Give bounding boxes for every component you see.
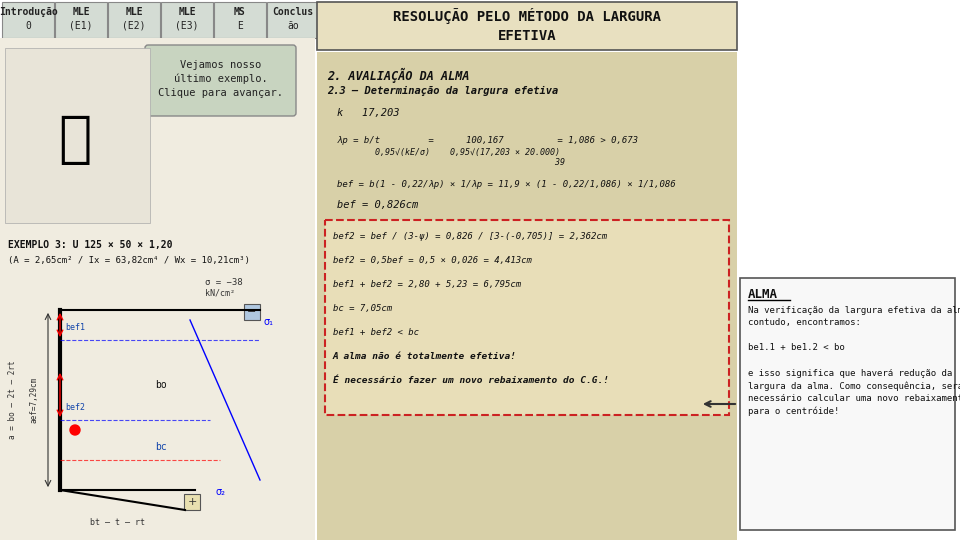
- Text: 2.3 – Determinação da largura efetiva: 2.3 – Determinação da largura efetiva: [327, 86, 559, 96]
- Text: A alma não é totalmente efetiva!: A alma não é totalmente efetiva!: [333, 352, 517, 361]
- Text: bt – t – rt: bt – t – rt: [90, 518, 145, 527]
- Text: 39: 39: [345, 158, 565, 167]
- Text: último exemplo.: último exemplo.: [174, 74, 268, 84]
- Text: Na verificação da largura efetiva da alma,
contudo, encontramos:

be1.1 + be1.2 : Na verificação da largura efetiva da alm…: [748, 306, 960, 416]
- Text: bef2 = 0,5bef = 0,5 × 0,026 = 4,413cm: bef2 = 0,5bef = 0,5 × 0,026 = 4,413cm: [333, 256, 532, 265]
- Text: Vejamos nosso: Vejamos nosso: [180, 60, 261, 70]
- FancyBboxPatch shape: [740, 278, 955, 530]
- Text: aef=7,29cm: aef=7,29cm: [30, 377, 39, 423]
- Text: Introdução: Introdução: [0, 7, 58, 17]
- FancyBboxPatch shape: [317, 52, 737, 540]
- FancyBboxPatch shape: [214, 2, 266, 38]
- Text: 0,95√(kE/σ)    0,95√(17,203 × 20.000): 0,95√(kE/σ) 0,95√(17,203 × 20.000): [345, 148, 560, 157]
- Text: MS: MS: [234, 7, 246, 17]
- Text: k   17,203: k 17,203: [337, 108, 399, 118]
- Text: MLE: MLE: [125, 7, 143, 17]
- FancyBboxPatch shape: [184, 494, 200, 510]
- FancyBboxPatch shape: [2, 2, 54, 38]
- FancyBboxPatch shape: [267, 2, 319, 38]
- Text: bef = b(1 - 0,22/λp) × 1/λp = 11,9 × (1 - 0,22/1,086) × 1/1,086: bef = b(1 - 0,22/λp) × 1/λp = 11,9 × (1 …: [337, 180, 676, 189]
- Text: E: E: [237, 21, 243, 31]
- FancyBboxPatch shape: [55, 2, 107, 38]
- Text: EFETIVA: EFETIVA: [497, 29, 556, 43]
- Text: σ₁: σ₁: [263, 317, 273, 327]
- Text: bef2: bef2: [65, 403, 85, 412]
- Text: σ = −38: σ = −38: [205, 278, 243, 287]
- Text: (E1): (E1): [69, 21, 93, 31]
- Text: λp = b/t         =      100,167          = 1,086 > 0,673: λp = b/t = 100,167 = 1,086 > 0,673: [337, 136, 638, 145]
- FancyBboxPatch shape: [0, 38, 315, 540]
- FancyBboxPatch shape: [161, 2, 213, 38]
- Text: a = bo – 2t – 2rt: a = bo – 2t – 2rt: [8, 361, 17, 440]
- FancyBboxPatch shape: [325, 220, 729, 415]
- Text: bc: bc: [155, 442, 167, 452]
- FancyBboxPatch shape: [317, 2, 737, 50]
- Text: 2. AVALIAÇÃO DA ALMA: 2. AVALIAÇÃO DA ALMA: [327, 68, 469, 83]
- Text: bo: bo: [155, 380, 167, 390]
- FancyBboxPatch shape: [5, 48, 150, 223]
- FancyBboxPatch shape: [145, 45, 296, 116]
- Text: kN/cm²: kN/cm²: [205, 289, 235, 298]
- Text: MLE: MLE: [179, 7, 196, 17]
- Text: bef1 + bef2 = 2,80 + 5,23 = 6,795cm: bef1 + bef2 = 2,80 + 5,23 = 6,795cm: [333, 280, 521, 289]
- Text: 👤: 👤: [59, 113, 91, 167]
- Text: RESOLUÇÃO PELO MÉTODO DA LARGURA: RESOLUÇÃO PELO MÉTODO DA LARGURA: [393, 8, 661, 24]
- Text: (A = 2,65cm² / Ix = 63,82cm⁴ / Wx = 10,21cm³): (A = 2,65cm² / Ix = 63,82cm⁴ / Wx = 10,2…: [8, 256, 250, 265]
- Text: ão: ão: [287, 21, 299, 31]
- Text: bc = 7,05cm: bc = 7,05cm: [333, 304, 392, 313]
- Text: (E2): (E2): [122, 21, 146, 31]
- Text: (E3): (E3): [176, 21, 199, 31]
- Text: bef = 0,826cm: bef = 0,826cm: [337, 200, 419, 210]
- Text: −: −: [248, 307, 256, 317]
- Circle shape: [70, 425, 80, 435]
- Text: ALMA: ALMA: [748, 288, 778, 301]
- Text: MLE: MLE: [72, 7, 90, 17]
- FancyBboxPatch shape: [108, 2, 160, 38]
- Text: σ₂: σ₂: [215, 487, 225, 497]
- Text: Conclus: Conclus: [273, 7, 314, 17]
- Text: 0: 0: [25, 21, 31, 31]
- Text: Clique para avançar.: Clique para avançar.: [158, 88, 283, 98]
- Text: bef2 = bef / (3-ψ) = 0,826 / [3-(-0,705)] = 2,362cm: bef2 = bef / (3-ψ) = 0,826 / [3-(-0,705)…: [333, 232, 607, 241]
- Text: EXEMPLO 3: U 125 × 50 × 1,20: EXEMPLO 3: U 125 × 50 × 1,20: [8, 240, 173, 250]
- Text: bef1: bef1: [65, 323, 85, 332]
- Text: É necessário fazer um novo rebaixamento do C.G.!: É necessário fazer um novo rebaixamento …: [333, 376, 609, 385]
- Text: bef1 + bef2 < bc: bef1 + bef2 < bc: [333, 328, 419, 337]
- FancyBboxPatch shape: [244, 304, 260, 320]
- Text: +: +: [187, 497, 197, 507]
